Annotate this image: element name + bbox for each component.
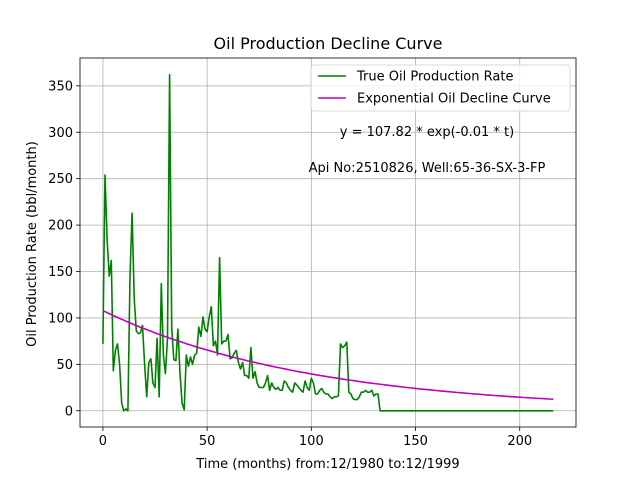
exponential-decline-line xyxy=(102,309,554,400)
y-tick-label: 350 xyxy=(48,79,73,94)
plot-frame xyxy=(79,57,577,428)
x-tick-label: 150 xyxy=(403,434,428,449)
x-tick-label: 50 xyxy=(199,434,216,449)
x-tick-label: 200 xyxy=(507,434,532,449)
y-axis-label: Oil Production Rate (bbl/month) xyxy=(25,141,40,347)
x-tick-label: 0 xyxy=(99,434,107,449)
true-production-line xyxy=(102,73,554,412)
x-tick-label: 100 xyxy=(299,434,324,449)
well-info-annotation: Api No:2510826, Well:65-36-SX-3-FP xyxy=(309,161,546,176)
axis-ticks: 0 50 100 150 200 0 50 100 150 200 250 300 350 xyxy=(48,79,532,449)
y-tick-label: 200 xyxy=(48,219,73,234)
legend-label: Exponential Oil Decline Curve xyxy=(357,92,551,107)
y-tick-label: 100 xyxy=(48,311,73,326)
legend-box xyxy=(310,64,571,112)
y-tick-label: 250 xyxy=(48,172,73,187)
series-layer xyxy=(102,73,554,412)
y-tick-label: 300 xyxy=(48,126,73,141)
x-axis-label: Time (months) from:12/1980 to:12/1999 xyxy=(195,457,459,472)
y-tick-label: 150 xyxy=(48,265,73,280)
y-tick-label: 0 xyxy=(65,404,73,419)
legend: True Oil Production Rate Exponential Oil … xyxy=(310,64,571,112)
legend-label: True Oil Production Rate xyxy=(356,70,513,85)
y-tick-label: 50 xyxy=(56,358,73,373)
fit-equation-annotation: y = 107.82 * exp(-0.01 * t) xyxy=(340,125,514,140)
chart-title: Oil Production Decline Curve xyxy=(214,34,443,53)
